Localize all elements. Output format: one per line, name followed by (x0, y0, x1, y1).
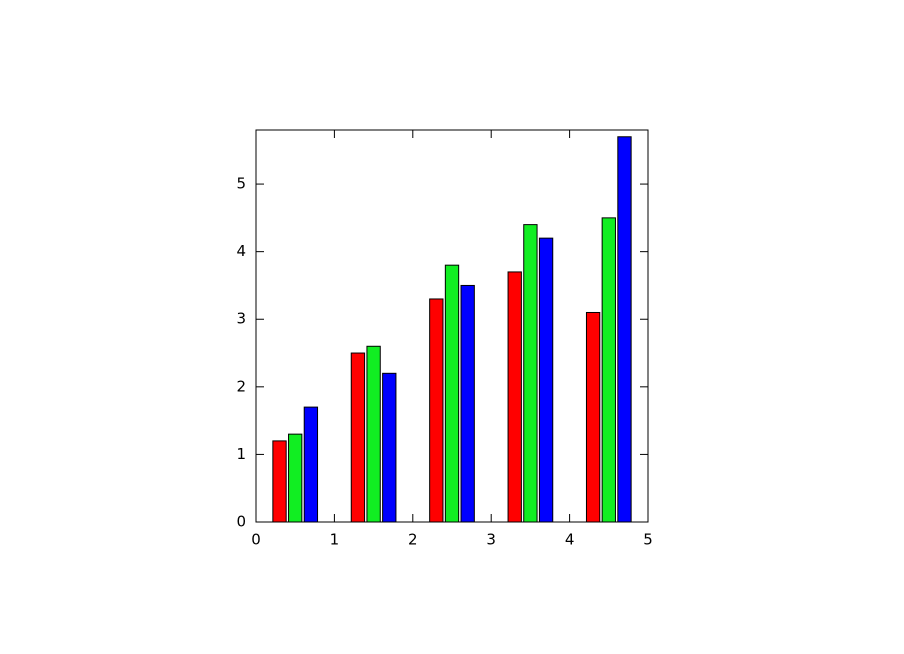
bar (460, 284, 475, 523)
bar (303, 406, 319, 523)
x-tick-label: 1 (330, 531, 340, 549)
y-tick-label: 3 (236, 310, 246, 328)
bar (617, 136, 632, 523)
bar (288, 433, 303, 523)
bar (366, 345, 381, 523)
x-tick-label: 2 (408, 531, 418, 549)
y-tick-label: 5 (236, 175, 246, 193)
bar (507, 271, 522, 523)
bar (444, 264, 460, 523)
bar (272, 440, 287, 523)
x-tick-label: 0 (251, 531, 261, 549)
bar (523, 224, 538, 523)
bar (429, 298, 444, 523)
x-tick-label: 5 (643, 531, 653, 549)
bar (538, 237, 554, 523)
bar (382, 372, 397, 523)
bar (350, 352, 366, 523)
bar (585, 311, 601, 523)
y-tick-label: 2 (236, 377, 246, 395)
y-tick-label: 1 (236, 445, 246, 463)
y-tick-label: 4 (236, 242, 246, 260)
y-tick-label: 0 (236, 513, 246, 531)
bar (601, 217, 616, 523)
x-tick-label: 4 (565, 531, 575, 549)
x-tick-label: 3 (486, 531, 496, 549)
